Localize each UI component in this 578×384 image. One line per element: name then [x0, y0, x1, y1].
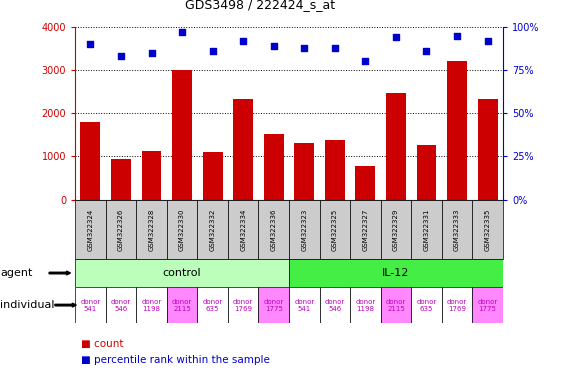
Bar [355, 166, 375, 200]
Bar [228, 287, 258, 323]
Bar [289, 287, 320, 323]
Bar [447, 61, 467, 200]
Text: GSM322335: GSM322335 [484, 208, 491, 251]
Bar [234, 99, 253, 200]
Bar [289, 259, 503, 287]
Bar [472, 200, 503, 259]
Bar [381, 287, 411, 323]
Text: donor
2115: donor 2115 [172, 299, 192, 311]
Text: donor
1198: donor 1198 [142, 299, 162, 311]
Text: GSM322324: GSM322324 [87, 208, 94, 251]
Point [269, 43, 279, 49]
Text: GSM322334: GSM322334 [240, 208, 246, 251]
Point [177, 29, 187, 35]
Bar [386, 93, 406, 200]
Bar [80, 122, 101, 200]
Text: donor
1198: donor 1198 [355, 299, 376, 311]
Text: ■ count: ■ count [81, 339, 124, 349]
Bar [228, 200, 258, 259]
Text: GSM322332: GSM322332 [210, 208, 216, 251]
Bar [258, 200, 289, 259]
Bar [294, 143, 314, 200]
Text: individual: individual [0, 300, 54, 310]
Text: donor
635: donor 635 [416, 299, 436, 311]
Bar [75, 259, 289, 287]
Text: GSM322336: GSM322336 [271, 208, 277, 251]
Text: donor
1775: donor 1775 [264, 299, 284, 311]
Bar [197, 200, 228, 259]
Text: donor
1769: donor 1769 [447, 299, 467, 311]
Point [361, 58, 370, 65]
Point [483, 38, 492, 44]
Bar [75, 287, 106, 323]
Point [116, 53, 125, 59]
Bar [106, 200, 136, 259]
Bar [442, 200, 472, 259]
Point [239, 38, 248, 44]
Bar [350, 287, 381, 323]
Bar [417, 145, 436, 200]
Text: donor
1769: donor 1769 [233, 299, 253, 311]
Bar [172, 70, 192, 200]
Point [208, 48, 217, 54]
Bar [442, 287, 472, 323]
Bar [289, 200, 320, 259]
Bar [264, 134, 284, 200]
Text: donor
1775: donor 1775 [477, 299, 498, 311]
Text: donor
635: donor 635 [202, 299, 223, 311]
Bar [75, 200, 106, 259]
Bar [320, 287, 350, 323]
Point [422, 48, 431, 54]
Text: donor
546: donor 546 [325, 299, 345, 311]
Text: donor
2115: donor 2115 [386, 299, 406, 311]
Bar [350, 200, 381, 259]
Bar [477, 99, 498, 200]
Bar [136, 200, 167, 259]
Text: GSM322327: GSM322327 [362, 208, 368, 251]
Text: GSM322328: GSM322328 [149, 208, 154, 251]
Bar [472, 287, 503, 323]
Bar [411, 287, 442, 323]
Text: donor
541: donor 541 [294, 299, 314, 311]
Point [299, 45, 309, 51]
Point [330, 45, 339, 51]
Bar [167, 200, 197, 259]
Bar [320, 200, 350, 259]
Bar [381, 200, 411, 259]
Point [453, 33, 462, 39]
Text: IL-12: IL-12 [382, 268, 410, 278]
Text: GSM322323: GSM322323 [301, 208, 307, 251]
Bar [203, 152, 223, 200]
Text: GSM322326: GSM322326 [118, 208, 124, 251]
Text: GSM322325: GSM322325 [332, 208, 338, 251]
Text: GSM322330: GSM322330 [179, 208, 185, 251]
Point [147, 50, 156, 56]
Bar [325, 140, 344, 200]
Text: GSM322333: GSM322333 [454, 208, 460, 251]
Text: control: control [163, 268, 201, 278]
Text: GDS3498 / 222424_s_at: GDS3498 / 222424_s_at [185, 0, 335, 12]
Point [86, 41, 95, 47]
Bar [258, 287, 289, 323]
Bar [167, 287, 197, 323]
Text: donor
546: donor 546 [111, 299, 131, 311]
Point [391, 34, 401, 40]
Bar [411, 200, 442, 259]
Text: GSM322331: GSM322331 [424, 208, 429, 251]
Bar [142, 151, 161, 200]
Text: GSM322329: GSM322329 [393, 208, 399, 251]
Text: agent: agent [0, 268, 32, 278]
Text: donor
541: donor 541 [80, 299, 101, 311]
Bar [106, 287, 136, 323]
Bar [197, 287, 228, 323]
Bar [111, 159, 131, 200]
Bar [136, 287, 167, 323]
Text: ■ percentile rank within the sample: ■ percentile rank within the sample [81, 355, 270, 365]
